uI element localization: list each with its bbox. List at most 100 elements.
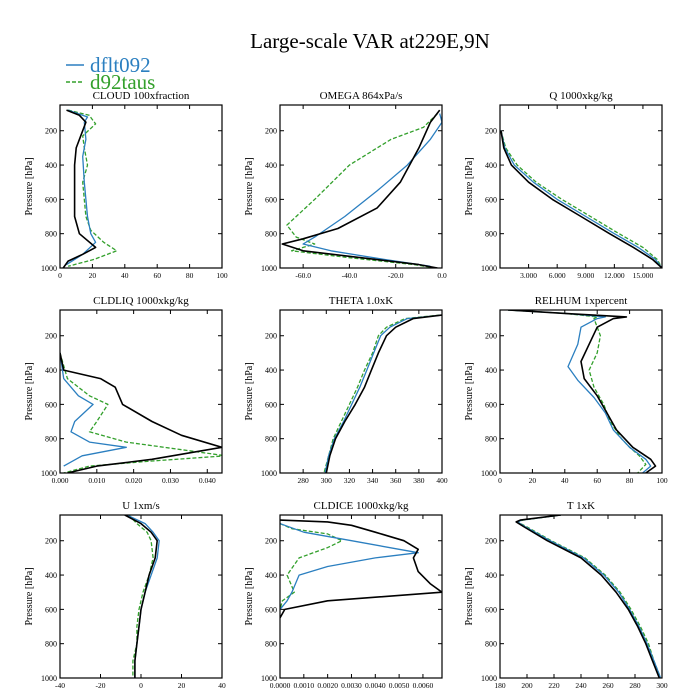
series-line-black bbox=[515, 515, 661, 678]
plot-frame bbox=[59, 309, 223, 474]
x-tick-label: 0 bbox=[58, 271, 62, 280]
y-axis-label: Pressure [hPa] bbox=[464, 362, 475, 420]
figure-title: Large-scale VAR at229E,9N bbox=[250, 29, 490, 53]
series-line-green bbox=[280, 523, 343, 610]
x-tick-label: 0.010 bbox=[88, 476, 105, 485]
x-tick-label: 280 bbox=[629, 681, 641, 690]
y-tick-label: 1000 bbox=[481, 469, 497, 478]
y-tick-label: 1000 bbox=[481, 264, 497, 273]
figure-legend: dflt092 d92taus bbox=[66, 53, 155, 94]
panel-title: RELHUM 1xpercent bbox=[535, 295, 628, 307]
y-tick-label: 600 bbox=[45, 195, 57, 204]
panel-title: OMEGA 864xPa/s bbox=[320, 90, 403, 102]
x-tick-label: 360 bbox=[390, 476, 402, 485]
y-tick-label: 200 bbox=[265, 332, 277, 341]
x-tick-label: 0.0030 bbox=[341, 681, 362, 690]
x-tick-label: 400 bbox=[436, 476, 448, 485]
x-tick-label: -20.0 bbox=[388, 271, 404, 280]
series-line-green bbox=[323, 314, 440, 473]
series-line-blue bbox=[516, 515, 662, 678]
x-tick-label: 6.000 bbox=[549, 271, 566, 280]
plot-frame bbox=[279, 514, 443, 679]
y-axis-label: Pressure [hPa] bbox=[244, 157, 255, 215]
series-line-green bbox=[500, 130, 662, 268]
series-line-blue bbox=[60, 352, 127, 467]
y-tick-label: 200 bbox=[485, 127, 497, 136]
panel-title: CLOUD 100xfraction bbox=[93, 90, 190, 102]
y-tick-label: 1000 bbox=[261, 264, 277, 273]
y-tick-label: 1000 bbox=[41, 264, 57, 273]
x-tick-label: 100 bbox=[216, 271, 228, 280]
y-axis-label: Pressure [hPa] bbox=[244, 362, 255, 420]
y-tick-label: 600 bbox=[485, 400, 497, 409]
y-tick-label: 600 bbox=[45, 605, 57, 614]
x-tick-label: 300 bbox=[321, 476, 333, 485]
chart-panel: CLDLIQ 1000xkg/kg Pressure [hPa] 200 400 600… bbox=[24, 295, 223, 485]
x-tick-label: 300 bbox=[656, 681, 668, 690]
y-axis-label: Pressure [hPa] bbox=[24, 567, 35, 625]
series-line-black bbox=[60, 352, 222, 473]
series-line-blue bbox=[302, 113, 442, 267]
series-line-green bbox=[60, 352, 222, 473]
y-tick-label: 1000 bbox=[261, 674, 277, 683]
y-tick-label: 400 bbox=[45, 571, 57, 580]
x-tick-label: 12.000 bbox=[604, 271, 625, 280]
series-line-blue bbox=[126, 515, 160, 678]
x-tick-label: 15.000 bbox=[633, 271, 654, 280]
x-tick-label: 20 bbox=[178, 681, 186, 690]
panel-title: U 1xm/s bbox=[122, 500, 160, 512]
x-tick-label: 20 bbox=[89, 271, 97, 280]
x-tick-label: 40 bbox=[561, 476, 569, 485]
series-line-blue bbox=[324, 314, 442, 473]
x-tick-label: 240 bbox=[575, 681, 587, 690]
legend-label-d92taus: d92taus bbox=[90, 70, 155, 94]
series-line-green bbox=[128, 515, 154, 678]
y-tick-label: 600 bbox=[265, 400, 277, 409]
series-line-blue bbox=[280, 522, 419, 610]
x-tick-label: 0.040 bbox=[199, 476, 216, 485]
x-tick-label: 100 bbox=[656, 476, 668, 485]
plot-frame bbox=[279, 309, 443, 474]
y-tick-label: 200 bbox=[45, 537, 57, 546]
y-tick-label: 400 bbox=[265, 366, 277, 375]
x-tick-label: 380 bbox=[413, 476, 425, 485]
plot-frame bbox=[59, 104, 223, 269]
y-tick-label: 400 bbox=[45, 366, 57, 375]
y-axis-label: Pressure [hPa] bbox=[464, 157, 475, 215]
x-tick-label: 280 bbox=[298, 476, 310, 485]
y-tick-label: 600 bbox=[485, 605, 497, 614]
x-tick-label: 40 bbox=[121, 271, 129, 280]
chart-panel: OMEGA 864xPa/s Pressure [hPa] 200 400 600 800… bbox=[244, 90, 447, 280]
series-line-green bbox=[508, 310, 647, 473]
x-tick-label: 9.000 bbox=[577, 271, 594, 280]
x-tick-label: 60 bbox=[593, 476, 601, 485]
chart-panel: CLDICE 1000xkg/kg Pressure [hPa] 200 400 600… bbox=[244, 500, 443, 690]
x-tick-label: -40 bbox=[55, 681, 65, 690]
y-tick-label: 200 bbox=[265, 537, 277, 546]
x-tick-label: 340 bbox=[367, 476, 379, 485]
x-tick-label: 260 bbox=[602, 681, 614, 690]
y-axis-label: Pressure [hPa] bbox=[24, 362, 35, 420]
chart-panel: THETA 1.0xK Pressure [hPa] 200 400 600 800 100… bbox=[244, 295, 448, 485]
x-tick-label: 80 bbox=[626, 476, 634, 485]
x-tick-label: 0.0020 bbox=[317, 681, 338, 690]
x-tick-label: 0.0060 bbox=[413, 681, 434, 690]
x-tick-label: -20 bbox=[96, 681, 106, 690]
x-tick-label: 220 bbox=[548, 681, 560, 690]
x-tick-label: 0.030 bbox=[162, 476, 179, 485]
x-tick-label: 3.000 bbox=[520, 271, 537, 280]
y-tick-label: 800 bbox=[485, 230, 497, 239]
panel-title: T 1xK bbox=[567, 500, 595, 512]
x-tick-label: 40 bbox=[218, 681, 226, 690]
y-tick-label: 200 bbox=[45, 127, 57, 136]
y-tick-label: 600 bbox=[265, 195, 277, 204]
plot-frame bbox=[499, 104, 663, 269]
legend-label-dflt092: dflt092 bbox=[90, 53, 151, 77]
x-tick-label: -40.0 bbox=[342, 271, 358, 280]
y-tick-label: 1000 bbox=[481, 674, 497, 683]
y-tick-label: 800 bbox=[45, 435, 57, 444]
chart-panel: Q 1000xkg/kg Pressure [hPa] 200 400 600 800 10… bbox=[464, 90, 663, 280]
